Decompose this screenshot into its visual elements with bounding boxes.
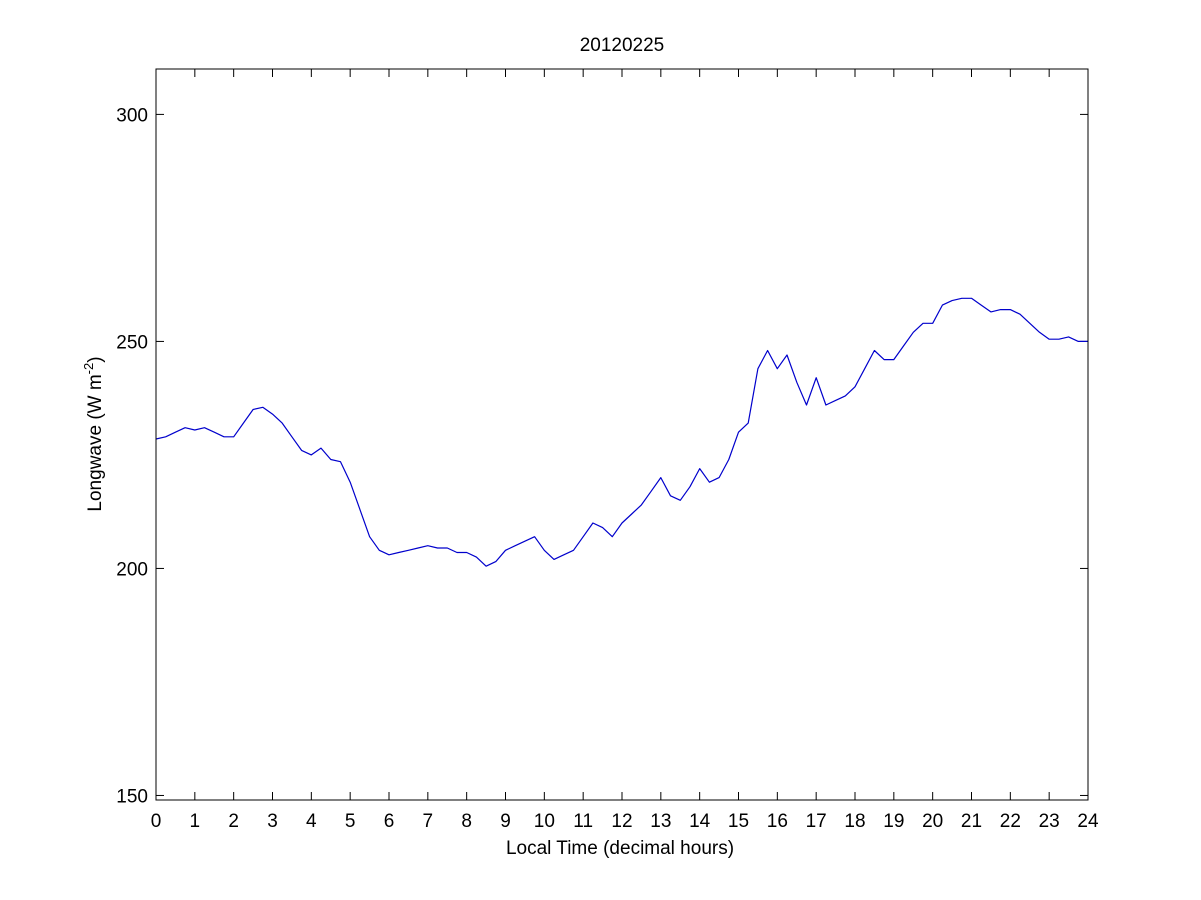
x-tick-label: 10 xyxy=(534,811,555,832)
series-layer xyxy=(155,297,1088,567)
chart-title: 20120225 xyxy=(580,35,665,56)
y-tick-label: 250 xyxy=(116,332,148,353)
x-tick-label: 2 xyxy=(228,811,239,832)
x-tick-label: 13 xyxy=(650,811,671,832)
y-tick-label: 150 xyxy=(116,786,148,807)
x-tick-label: 16 xyxy=(767,811,788,832)
series-line xyxy=(155,297,1088,567)
axes-frame xyxy=(155,68,1089,801)
y-axis-label: Longwave (W m-2) xyxy=(81,356,106,511)
plot-area xyxy=(156,69,1088,800)
x-tick-label: 20 xyxy=(922,811,943,832)
x-tick-label: 3 xyxy=(267,811,278,832)
x-tick-label: 1 xyxy=(190,811,201,832)
x-tick-label: 4 xyxy=(306,811,317,832)
x-tick-label: 18 xyxy=(844,811,865,832)
x-tick-label: 5 xyxy=(345,811,356,832)
x-tick-label: 17 xyxy=(806,811,827,832)
x-tick-label: 7 xyxy=(423,811,434,832)
x-tick-label: 11 xyxy=(573,811,593,832)
x-tick-label: 9 xyxy=(500,811,511,832)
y-axis-label-superscript: -2 xyxy=(81,363,96,375)
x-tick-label: 19 xyxy=(883,811,904,832)
x-tick-label: 15 xyxy=(728,811,749,832)
x-tick-label: 23 xyxy=(1039,811,1060,832)
y-axis-label-main: Longwave (W m xyxy=(85,374,106,511)
x-tick-label: 0 xyxy=(151,811,162,832)
x-tick-label: 14 xyxy=(689,811,711,832)
x-tick-label: 8 xyxy=(461,811,472,832)
axis-ticks: 0 1 2 3 4 5 6 7 8 9 10 11 12 13 14 15 16 17 18 19 20 21 22 23 24… xyxy=(116,69,1099,832)
x-tick-label: 21 xyxy=(961,811,982,832)
y-axis-label-tail: ) xyxy=(85,356,106,362)
x-axis-label: Local Time (decimal hours) xyxy=(506,838,734,859)
x-tick-label: 22 xyxy=(1000,811,1021,832)
x-tick-label: 12 xyxy=(611,811,632,832)
y-tick-label: 300 xyxy=(116,105,148,126)
y-tick-label: 200 xyxy=(116,559,148,580)
x-tick-label: 24 xyxy=(1077,811,1099,832)
x-tick-label: 6 xyxy=(384,811,395,832)
